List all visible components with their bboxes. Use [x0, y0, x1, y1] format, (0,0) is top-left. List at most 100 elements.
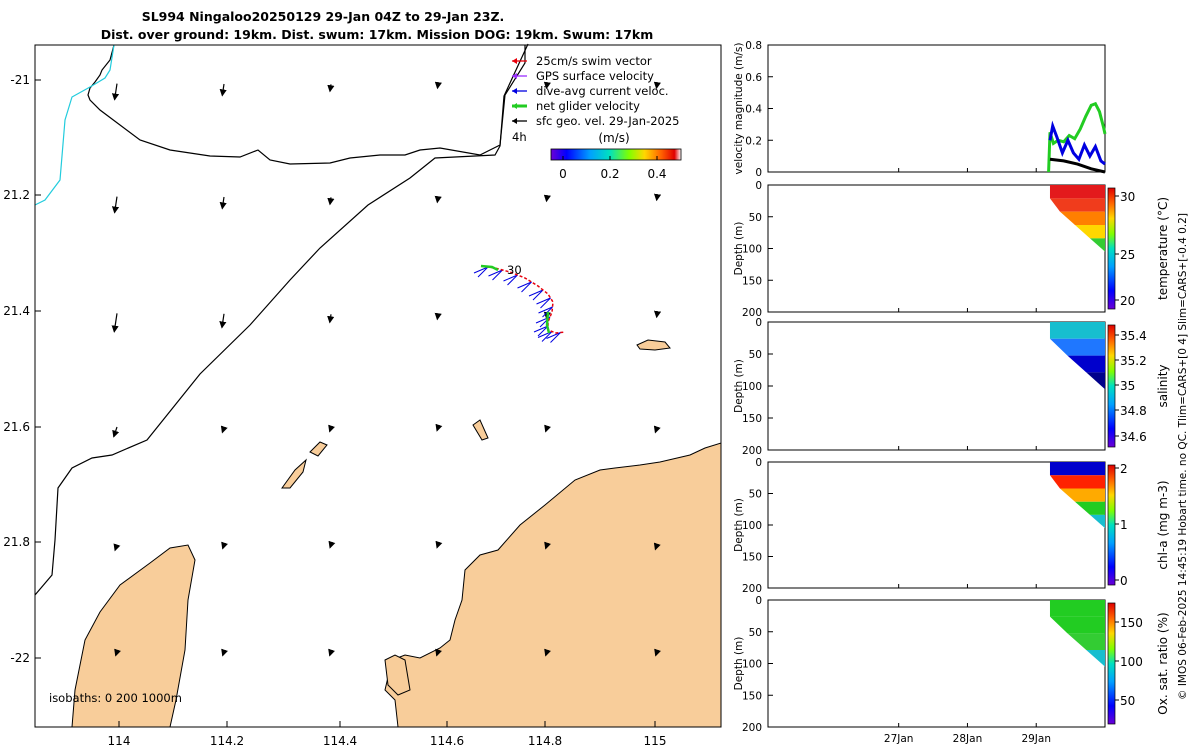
legend-label: dive-avg current veloc. [536, 84, 669, 98]
depth-tick-label: 50 [749, 349, 762, 361]
surface-velocity-arrow [434, 81, 442, 90]
salinity-data-band [1086, 372, 1105, 390]
current-vector [537, 325, 549, 337]
day-label: 30 [507, 263, 522, 277]
current-vector [477, 266, 489, 278]
surface-velocity-arrow [112, 426, 120, 438]
island-2 [281, 458, 307, 489]
map-y-tick-label: 21.2 [3, 188, 30, 202]
salinity-panel-frame [767, 321, 1106, 451]
chla-data-band [1049, 475, 1105, 489]
surface-velocity-arrows [111, 81, 662, 657]
temperature-data-band [1049, 185, 1105, 199]
velocity-y-tick-label: 0.4 [745, 104, 762, 116]
map-y-tick-label: -21 [10, 73, 30, 87]
isobath-black [87, 44, 526, 165]
salinity-colorbar-label: salinity [1156, 364, 1170, 407]
colorbar-tick-label: 2 [1120, 462, 1128, 476]
colorbar-tick-label: 0.4 [647, 167, 666, 181]
surface-velocity-arrow [221, 541, 229, 550]
salinity-colorbar [1107, 324, 1116, 448]
depth-tick-label: 100 [742, 244, 762, 256]
colorbar-tick-label: 34.8 [1120, 404, 1147, 418]
colorbar-tick-label: 35.4 [1120, 329, 1147, 343]
speed-colorbar [550, 148, 682, 161]
surface-velocity-arrow [653, 425, 661, 434]
velocity-panel-frame [767, 44, 1106, 173]
depth-tick-label: 100 [742, 520, 762, 532]
surface-velocity-arrow [434, 195, 442, 204]
colorbar-tick-label: 35.2 [1120, 354, 1147, 368]
legend-arrowhead [512, 103, 517, 109]
legend-label: sfc geo. vel. 29-Jan-2025 [536, 114, 680, 128]
surface-velocity-arrow [114, 648, 122, 657]
chla-colorbar [1107, 464, 1116, 586]
current-vector [503, 274, 518, 282]
map-x-tick-label: 114.2 [210, 734, 244, 748]
depth-tick-label: 150 [742, 690, 762, 702]
current-vector [528, 289, 544, 297]
oxygen-data-band [1049, 616, 1105, 634]
colorbar-tick-label: 34.6 [1120, 430, 1147, 444]
map-x-tick-label: 114.6 [430, 734, 464, 748]
depth-tick-label: 50 [749, 627, 762, 639]
current-vector [550, 332, 561, 343]
legend-arrowhead [512, 58, 517, 64]
velocity-y-tick-label: 0 [755, 167, 762, 179]
surface-velocity-arrow [435, 540, 443, 549]
depth-tick-label: 100 [742, 381, 762, 393]
current-vector [492, 269, 503, 281]
chla-data-band [1089, 514, 1105, 529]
copyright-note: © IMOS 06-Feb-2025 14:45:19 Hobart time.… [1177, 213, 1189, 700]
map-x-tick-label: 114.8 [528, 734, 562, 748]
current-vector [473, 266, 489, 274]
isobaths-label: isobaths: 0 200 1000m [49, 691, 182, 705]
colorbar-tick-label: 0.2 [600, 167, 619, 181]
temperature-data-band [1074, 225, 1105, 239]
surface-velocity-arrow [544, 424, 552, 433]
map-x-tick-label: 115 [644, 734, 667, 748]
depth-tick-label: 200 [742, 583, 762, 595]
surface-velocity-arrow [328, 540, 336, 549]
surface-velocity-arrow [544, 648, 552, 657]
salinity-data-band [1049, 322, 1105, 339]
depth-tick-label: 100 [742, 659, 762, 671]
depth-tick-label: 0 [755, 317, 762, 329]
velocity-y-tick-label: 0.6 [745, 72, 762, 84]
oxygen-colorbar-label: Ox. sat. ratio (%) [1156, 612, 1170, 714]
current-vector [517, 281, 532, 289]
depth-tick-label: 50 [749, 212, 762, 224]
chla-ylabel: Depth (m) [733, 498, 745, 552]
isobath-cyan [34, 44, 115, 206]
colorbar-tick-label: 1 [1120, 518, 1128, 532]
legend-arrowhead [512, 73, 517, 79]
depth-tick-label: 150 [742, 552, 762, 564]
legend-label: 25cm/s swim vector [536, 54, 652, 68]
colorbar-tick-label: 50 [1120, 694, 1135, 708]
depth-tick-label: 150 [742, 275, 762, 287]
surface-velocity-arrow [327, 84, 335, 93]
velocity-y-tick-label: 0.2 [745, 135, 762, 147]
surface-velocity-arrow [219, 313, 227, 329]
surface-velocity-arrow [653, 542, 661, 551]
temperature-data-band [1059, 211, 1105, 226]
surface-velocity-arrow [111, 83, 120, 101]
oxygen-data-band [1049, 600, 1105, 617]
chla-data-band [1059, 488, 1105, 502]
island-1 [636, 339, 671, 351]
map-y-tick-label: 21.6 [3, 420, 30, 434]
surface-velocity-arrow [219, 83, 227, 97]
title-line-2: Dist. over ground: 19km. Dist. swum: 17k… [101, 27, 654, 42]
surface-velocity-arrow [327, 314, 335, 324]
legend-arrowhead [512, 88, 517, 94]
depth-tick-label: 0 [755, 457, 762, 469]
colorbar-tick-label: 35 [1120, 379, 1135, 393]
net-velocity-vector [480, 264, 499, 272]
surface-velocity-arrow [653, 81, 661, 90]
surface-velocity-arrow [328, 648, 336, 657]
chla-data-band [1049, 462, 1105, 476]
map-x-tick-label: 114 [108, 734, 131, 748]
title-line-1: SL994 Ningaloo20250129 29-Jan 04Z to 29-… [142, 9, 505, 24]
land-mainland-east [384, 442, 722, 728]
